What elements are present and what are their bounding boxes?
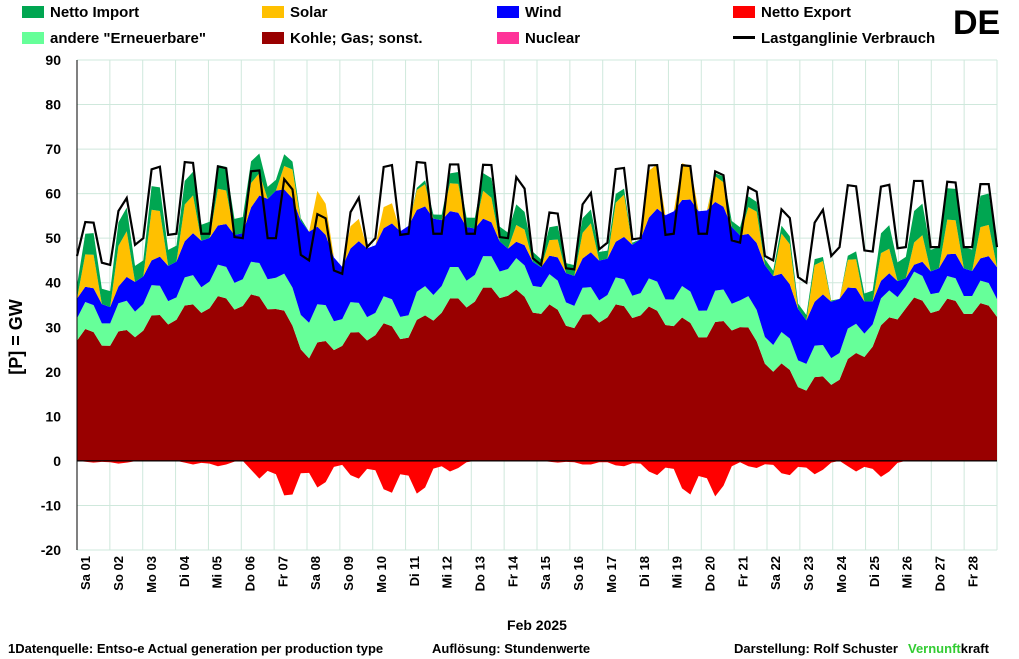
x-tick-label: Mi 12	[440, 556, 455, 589]
legend-line-swatch	[733, 36, 755, 39]
area-kohle-gas	[77, 287, 997, 461]
footer-source: 1Datenquelle: Entso-e Actual generation …	[8, 641, 384, 656]
energy-chart: -20 -10 0 10 20 30 40 50 60 70 80 90 Sa 01 So 02 Mo 03…	[6, 52, 999, 633]
legend-swatch	[497, 6, 519, 18]
country-label: DE	[953, 4, 1001, 42]
x-axis-label: Feb 2025	[507, 617, 567, 633]
x-tick-label: Fr 28	[965, 556, 980, 587]
legend-item-nuclear: Nuclear	[497, 30, 580, 47]
chart-lines	[75, 160, 999, 285]
x-tick-label: Mo 17	[604, 556, 619, 593]
chart-axes: -20 -10 0 10 20 30 40 50 60 70 80 90 Sa 01 So 02 Mo 03…	[41, 52, 997, 593]
brand-green: Vernunft	[908, 641, 961, 656]
x-tick-label: Sa 15	[538, 556, 553, 590]
chart-areas	[77, 153, 997, 497]
y-tick-label: -10	[41, 497, 61, 513]
footer-brand: Vernunftkraft	[908, 641, 989, 656]
x-tick-label: Sa 22	[768, 556, 783, 590]
legend-label: Netto Import	[50, 4, 140, 21]
x-tick-label: Sa 01	[78, 556, 93, 590]
y-tick-label: 90	[45, 52, 61, 68]
legend-item-netto-export: Netto Export	[733, 4, 851, 21]
legend-item-andere-erneuerbare: andere "Erneuerbare"	[22, 30, 206, 47]
legend-swatch	[497, 32, 519, 44]
y-tick-label: 70	[45, 141, 61, 157]
legend-swatch	[22, 6, 44, 18]
footer-credit: Darstellung: Rolf Schuster	[734, 641, 898, 656]
x-tick-label: Do 13	[473, 556, 488, 591]
x-tick-label: So 16	[571, 556, 586, 591]
x-tick-label: Di 18	[637, 556, 652, 587]
legend-item-solar: Solar	[262, 4, 328, 21]
legend-swatch	[262, 32, 284, 44]
y-tick-label: -20	[41, 542, 61, 558]
x-tick-label: Di 25	[867, 556, 882, 587]
legend-label: Wind	[525, 4, 562, 21]
y-axis-label: [P] = GW	[6, 299, 26, 375]
y-tick-label: 30	[45, 319, 61, 335]
legend-item-kohle-gas: Kohle; Gas; sonst.	[262, 30, 423, 47]
y-tick-label: 10	[45, 408, 61, 424]
legend-swatch	[262, 6, 284, 18]
y-tick-label: 20	[45, 364, 61, 380]
x-tick-label: So 02	[111, 556, 126, 591]
x-tick-label: Mo 03	[144, 556, 159, 593]
legend-swatch	[22, 32, 44, 44]
legend-swatch	[733, 6, 755, 18]
x-tick-label: Do 27	[933, 556, 948, 591]
x-tick-label: Mi 19	[670, 556, 685, 589]
legend-label: andere "Erneuerbare"	[50, 30, 206, 47]
x-tick-label: Fr 07	[275, 556, 290, 587]
line-lastganglinie	[75, 160, 999, 285]
x-tick-label: Fr 14	[505, 555, 520, 587]
legend-item-netto-import: Netto Import	[22, 4, 139, 21]
x-tick-label: So 09	[341, 556, 356, 591]
area-netto-export	[77, 460, 997, 497]
x-tick-label: Fr 21	[735, 556, 750, 587]
y-tick-label: 50	[45, 230, 61, 246]
legend-item-wind: Wind	[497, 4, 562, 21]
legend-label: Nuclear	[525, 30, 581, 47]
x-tick-label: Sa 08	[308, 556, 323, 590]
x-tick-label: Mi 26	[900, 556, 915, 589]
footer-resolution: Auflösung: Stundenwerte	[432, 641, 591, 656]
y-tick-label: 0	[53, 453, 61, 469]
x-tick-label: Di 04	[177, 555, 192, 587]
legend-item-lastganglinie: Lastganglinie Verbrauch	[733, 30, 935, 47]
x-tick-label: Do 06	[243, 556, 258, 591]
legend-label: Solar	[290, 4, 328, 21]
x-tick-label: Di 11	[407, 556, 422, 586]
x-tick-label: So 23	[801, 556, 816, 591]
y-tick-label: 80	[45, 97, 61, 113]
x-tick-label: Mi 05	[210, 556, 225, 589]
legend-label: Kohle; Gas; sonst.	[290, 30, 423, 47]
x-tick-label: Mo 10	[374, 556, 389, 593]
legend-label: Netto Export	[761, 4, 851, 21]
legend-label: Lastganglinie Verbrauch	[761, 30, 936, 47]
y-tick-label: 40	[45, 275, 61, 291]
brand-black: kraft	[960, 641, 989, 656]
x-tick-label: Mo 24	[834, 555, 849, 593]
area-wind	[77, 189, 997, 364]
area-andere-erneuerbare	[77, 256, 997, 391]
y-tick-label: 60	[45, 186, 61, 202]
x-tick-label: Do 20	[703, 556, 718, 591]
